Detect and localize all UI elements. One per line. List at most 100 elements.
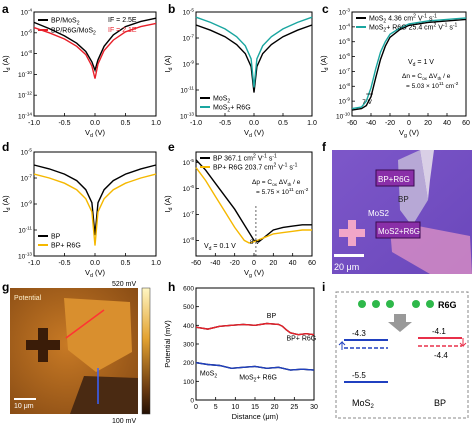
- chart-c: -60 -40 -20 0 20 40 60 10-3 10-4 10-5 10-6 10-7 10-8…: [319, 8, 470, 139]
- legend-entry: MoS2+ R6G 25.4 cm2 V-1 s-1: [369, 23, 458, 34]
- chart-d: -1.0 -0.5 0.0 0.5 1.0 10-5 10-7 10-9 10-11 10-13 V…: [1, 148, 161, 279]
- r6g-molecules-icon: [358, 300, 434, 308]
- x-tick-label: 30: [310, 404, 318, 411]
- y-tick-label: 10-10: [336, 112, 350, 121]
- x-tick-label: -0.5: [58, 260, 70, 267]
- y-tick-label: 10-5: [21, 148, 33, 157]
- annotation-dn-val-c: = 5.03 × 1011 cm-2: [406, 81, 459, 90]
- y-tick-label: 10-11: [180, 86, 194, 95]
- x-axis-label: Vd (V): [85, 128, 106, 138]
- y-tick-label: 10-5: [183, 8, 195, 17]
- y-tick-label: 10-9: [339, 97, 351, 106]
- scalebar-f: [334, 254, 364, 257]
- potential-title: Potential: [14, 295, 42, 302]
- diagram-frame: [335, 291, 469, 419]
- y-tick-label: 10-6: [339, 52, 351, 61]
- y-tick-label: 600: [183, 286, 194, 293]
- legend-entry: BP: [51, 234, 61, 241]
- series-line-mos2-r6g: [195, 16, 313, 88]
- y-tick-label: 10-3: [339, 8, 351, 17]
- x-tick-label: 20: [269, 260, 277, 267]
- shift-label-c: 7 V: [362, 99, 372, 106]
- colorbar: [141, 287, 151, 415]
- material-mos2: MoS2: [352, 398, 375, 410]
- y-tick-label: 10-13: [180, 112, 194, 121]
- y-tick-label: 10-13: [18, 252, 32, 261]
- x-tick-label: 5: [214, 404, 218, 411]
- y-tick-label: 10-10: [18, 70, 32, 79]
- ideality-factor-a2: IF = 2.1E: [108, 27, 137, 34]
- y-axis-label: Id (A): [1, 55, 12, 73]
- x-axis-label: Vd (V): [85, 268, 106, 278]
- label-h-mos2-r6g: MoS2+ R6G: [239, 374, 277, 383]
- x-axis-label: Distance (μm): [232, 412, 279, 421]
- x-tick-label: -0.5: [219, 120, 231, 127]
- annotation-dp-val-e: = 5.75 × 1011 cm-2: [256, 187, 309, 196]
- level-bp-right: -4.1: [432, 327, 446, 336]
- x-axis-label: Vg (V): [399, 128, 420, 138]
- legend-entry: MoS2: [213, 96, 230, 105]
- x-tick-label: -40: [210, 260, 220, 267]
- x-tick-label: -60: [347, 120, 357, 127]
- bp-region: [64, 298, 132, 372]
- annotation-dn-c: Δn = Cox ΔVth / e: [402, 73, 451, 81]
- x-tick-label: -40: [366, 120, 376, 127]
- x-tick-label: 40: [289, 260, 297, 267]
- series-line-bp-r6g-mos2: [33, 22, 157, 79]
- series-line-bp: [195, 159, 312, 243]
- y-axis-label: Id (A): [163, 55, 174, 73]
- series-line-bp-red: [195, 322, 315, 336]
- chart-a: -1.0 -0.5 0.0 0.5 1.0 10-4 10-6 10-8 10-10 10-12 1…: [1, 8, 161, 139]
- x-tick-label: 0: [407, 120, 411, 127]
- x-tick-label: -1.0: [28, 260, 40, 267]
- series-line-mos2: [195, 24, 313, 93]
- y-tick-label: 10-8: [183, 236, 195, 245]
- legend-entry: MoS2 4.36 cm2 V-1 s-1: [369, 14, 437, 25]
- y-axis-label: Id (A): [319, 55, 330, 73]
- x-tick-label: 1.0: [307, 120, 317, 127]
- x-tick-label: 40: [443, 120, 451, 127]
- x-tick-label: -1.0: [28, 120, 40, 127]
- y-axis-label: Id (A): [1, 195, 12, 213]
- label-bp: BP: [398, 195, 409, 204]
- panel-label-h: h: [168, 280, 176, 294]
- y-tick-label: 400: [183, 323, 194, 330]
- y-axis-label: Id (A): [163, 195, 174, 213]
- y-tick-label: 10-11: [18, 226, 32, 235]
- panel-label-d: d: [2, 140, 10, 154]
- cross-marker-icon: [339, 220, 365, 246]
- y-tick-label: 10-8: [21, 49, 33, 58]
- series-line-bp-r6g: [195, 167, 312, 244]
- panel-label-b: b: [168, 2, 176, 16]
- y-tick-label: 10-12: [18, 91, 32, 100]
- r6g-label: R6G: [438, 300, 457, 310]
- x-axis-label: Vd (V): [244, 128, 265, 138]
- x-tick-label: 20: [424, 120, 432, 127]
- label-h-bp-r6g: BP+ R6G: [286, 335, 316, 342]
- x-tick-label: 0.0: [249, 120, 259, 127]
- label-mos2: MoS2: [368, 209, 389, 218]
- x-tick-label: 0.5: [121, 120, 131, 127]
- y-axis-label: Potential (mV): [163, 320, 172, 368]
- x-tick-label: 15: [251, 404, 259, 411]
- legend-entry: BP+ R6G: [51, 243, 81, 250]
- x-tick-label: 25: [290, 404, 298, 411]
- panel-label-a: a: [2, 2, 9, 16]
- label-mos2-r6g: MoS2+R6G: [378, 227, 420, 236]
- y-tick-label: 0: [190, 398, 194, 405]
- chart-b: -1.0 -0.5 0.0 0.5 1.0 10-5 10-7 10-9 10-11 10-13 V…: [163, 8, 317, 139]
- x-tick-label: 1.0: [151, 260, 161, 267]
- mos2-up-arrow-icon: [338, 340, 346, 350]
- legend-entry: BP/R6G/MoS2: [51, 28, 96, 37]
- y-tick-label: 10-7: [183, 34, 195, 43]
- bp-down-arrow-icon: [459, 338, 467, 348]
- y-tick-label: 200: [183, 360, 194, 367]
- panel-label-i: i: [322, 280, 326, 294]
- x-axis-label: Vg (V): [244, 268, 265, 278]
- level-bp-right-low: -4.4: [434, 351, 448, 360]
- y-tick-label: 10-4: [21, 8, 33, 17]
- mos2-dark-region: [70, 376, 138, 414]
- x-tick-label: -60: [191, 260, 201, 267]
- ideality-factor-a1: IF = 2.5E: [108, 17, 137, 24]
- shift-label-e: 8 V: [250, 239, 260, 246]
